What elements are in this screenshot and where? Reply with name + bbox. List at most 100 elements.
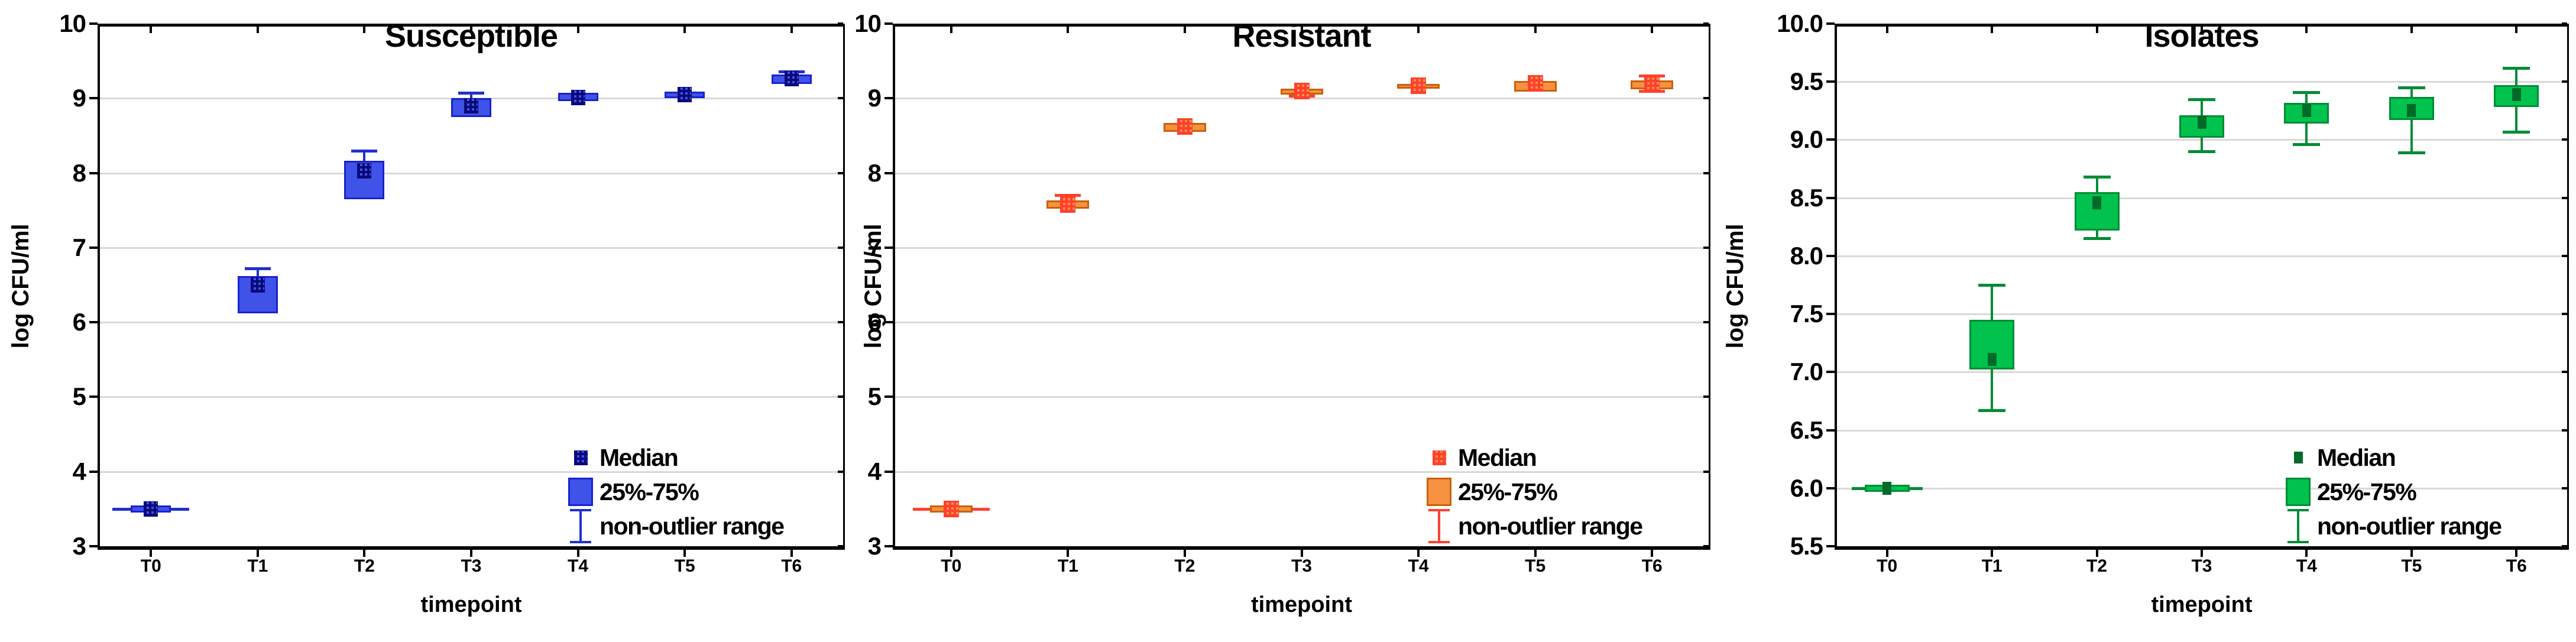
y-axis-tick-right xyxy=(1703,97,1709,100)
boxplot-T2-median-marker xyxy=(357,163,372,179)
iqr-box-icon xyxy=(568,478,593,506)
legend-row-box: 25%-75% xyxy=(562,476,784,507)
y-axis-tick xyxy=(884,321,893,324)
y-tick-label: 9.5 xyxy=(1790,67,1823,96)
x-axis-tick xyxy=(2201,550,2203,557)
y-axis-tick-right xyxy=(2562,313,2567,316)
x-tick-label: T0 xyxy=(941,556,962,576)
x-axis-tick xyxy=(1300,550,1303,557)
x-tick-label: T0 xyxy=(140,556,161,576)
chart-panel-susceptible: Susceptible log CFU/ml timepoint Median … xyxy=(0,0,858,642)
y-axis-tick xyxy=(89,470,98,473)
legend-marker-cell xyxy=(562,509,600,543)
y-axis-tick xyxy=(1826,80,1835,83)
y-axis-tick xyxy=(1826,196,1835,199)
legend-label-box: 25%-75% xyxy=(600,478,699,505)
x-tick-label: T0 xyxy=(1877,556,1898,576)
legend-label-box: 25%-75% xyxy=(1458,478,1558,505)
boxplot-T1-lower-whisker-cap xyxy=(1978,409,2006,413)
iqr-box-icon xyxy=(1427,478,1451,506)
legend: Median 25%-75% non-outlier range xyxy=(562,442,785,543)
boxplot-T0-median-marker xyxy=(144,501,158,517)
y-axis-tick xyxy=(1826,22,1835,25)
whisker-range-icon xyxy=(2286,509,2311,543)
y-axis-tick-right xyxy=(1703,321,1709,324)
boxplot-T1-median-marker xyxy=(1987,352,1997,366)
y-tick-label: 8 xyxy=(72,158,86,187)
boxplot-T1-lower-whisker xyxy=(1991,369,1994,411)
median-marker-icon xyxy=(1432,450,1446,465)
x-axis-tick-top xyxy=(683,27,686,33)
gridline xyxy=(895,322,1709,324)
x-axis-tick-top xyxy=(950,27,952,33)
boxplot-T2-upper-whisker-cap xyxy=(351,149,378,153)
x-tick-label: T3 xyxy=(1291,556,1312,576)
y-tick-label: 10 xyxy=(59,9,86,37)
y-axis-tick-right xyxy=(838,246,843,249)
y-axis-tick xyxy=(89,321,98,324)
y-axis-tick-right xyxy=(838,171,843,174)
legend-row-whisker: non-outlier range xyxy=(2279,509,2502,543)
x-axis-tick-top xyxy=(470,27,472,33)
x-axis-tick-top xyxy=(2410,27,2413,33)
y-axis-tick-right xyxy=(1703,171,1709,174)
x-tick-label: T6 xyxy=(781,556,802,576)
boxplot-T4-upper-whisker xyxy=(2305,92,2308,103)
x-axis-tick xyxy=(2515,550,2518,557)
gridline xyxy=(1837,313,2567,316)
boxplot-T6-median-marker xyxy=(2512,87,2521,101)
y-axis-tick-right xyxy=(2562,196,2567,199)
x-axis-label: timepoint xyxy=(420,592,522,617)
x-tick-label: T2 xyxy=(1174,556,1195,576)
y-tick-label: 6 xyxy=(72,308,86,336)
x-axis-tick xyxy=(683,550,686,557)
y-axis-tick xyxy=(884,22,893,25)
y-axis-tick-right xyxy=(2562,429,2567,432)
boxplot-T6-lower-whisker-cap xyxy=(2503,130,2530,134)
legend-row-median: Median xyxy=(562,442,784,473)
boxplot-T6-median-marker xyxy=(784,71,799,87)
boxplot-T3-median-marker xyxy=(2197,115,2206,129)
gridline xyxy=(100,322,843,324)
chart-panel-isolates: Isolates log CFU/ml timepoint Median 25%… xyxy=(1718,0,2576,642)
y-tick-label: 8.0 xyxy=(1790,241,1823,270)
x-axis-tick xyxy=(1067,550,1070,557)
gridline xyxy=(100,247,843,249)
x-tick-label: T6 xyxy=(2506,556,2527,576)
x-tick-label: T6 xyxy=(1641,556,1663,576)
x-axis-tick-top xyxy=(150,27,153,33)
boxplot-T2-upper-whisker xyxy=(2095,177,2098,192)
median-marker-icon xyxy=(2293,452,2303,463)
boxplot-T3-upper-whisker-cap xyxy=(2188,98,2215,101)
y-tick-label: 4 xyxy=(867,457,882,485)
boxplot-T2-lower-whisker xyxy=(2095,230,2098,239)
boxplot-T2-upper-whisker xyxy=(363,150,366,161)
legend-row-median: Median xyxy=(1420,442,1642,473)
x-tick-label: T2 xyxy=(354,556,375,576)
x-axis-tick xyxy=(2095,550,2098,557)
gridline xyxy=(895,396,1709,398)
y-axis-tick-right xyxy=(2562,545,2567,547)
x-axis-tick-top xyxy=(1067,27,1070,33)
gridline xyxy=(1837,197,2567,199)
y-tick-label: 8 xyxy=(867,158,882,187)
x-axis-tick-top xyxy=(2515,27,2518,33)
legend-marker-cell xyxy=(2279,452,2317,463)
y-tick-label: 6 xyxy=(867,308,882,336)
y-tick-label: 10.0 xyxy=(1777,9,1823,37)
x-axis-tick xyxy=(950,550,952,557)
x-axis-tick-top xyxy=(1534,27,1537,33)
boxplot-T6-median-marker xyxy=(1644,76,1660,93)
boxplot-T6-lower-whisker xyxy=(2515,107,2518,132)
boxplot-T0-median-marker xyxy=(1882,481,1892,495)
iqr-box-icon xyxy=(2286,478,2311,506)
x-axis-tick xyxy=(1651,550,1654,557)
boxplot-T2-lower-whisker-cap xyxy=(2083,237,2111,241)
y-tick-label: 9 xyxy=(72,84,86,112)
boxplot-T1-upper-whisker-cap xyxy=(1055,194,1081,197)
x-tick-label: T5 xyxy=(674,556,695,576)
y-tick-label: 6.0 xyxy=(1790,474,1823,502)
legend-row-box: 25%-75% xyxy=(2279,476,2502,507)
x-tick-label: T5 xyxy=(1525,556,1546,576)
